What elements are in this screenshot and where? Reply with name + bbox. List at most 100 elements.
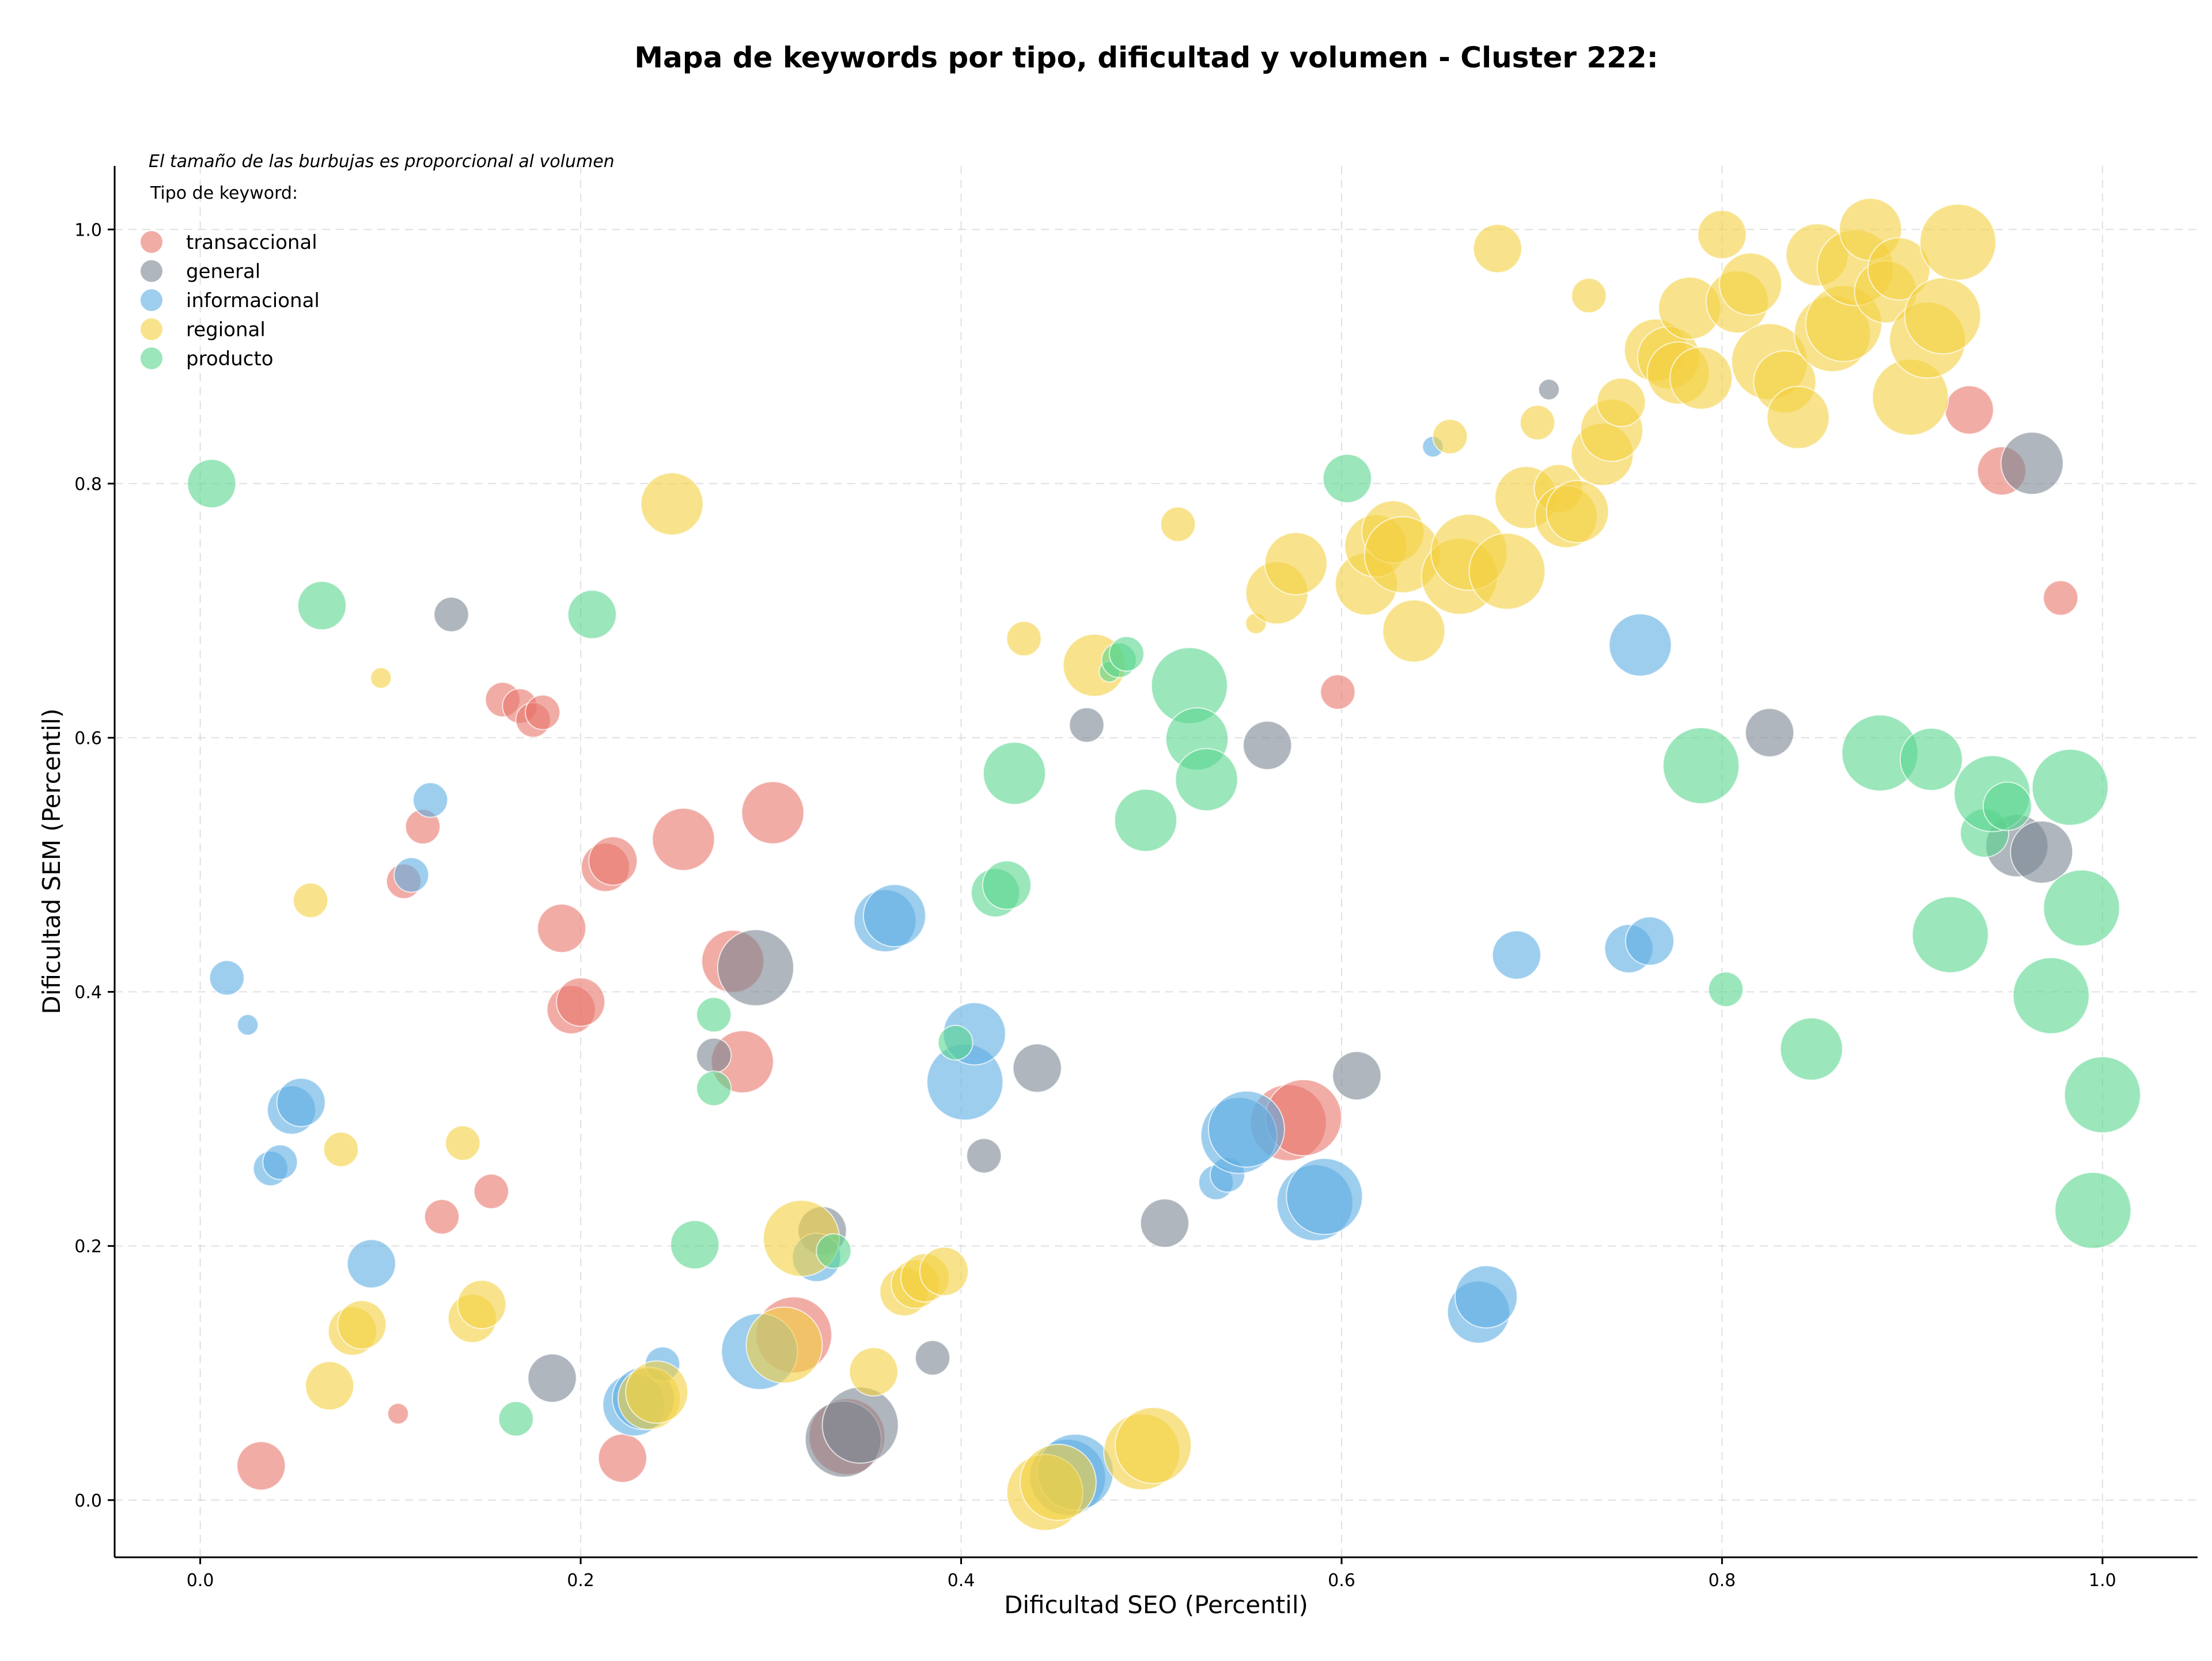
bubble-producto [982, 741, 1046, 805]
bubble-regional [1468, 532, 1546, 610]
bubble-regional [293, 882, 329, 918]
bubble-regional [1264, 532, 1328, 596]
bubble-informacional [237, 1013, 259, 1036]
bubble-producto [297, 581, 347, 631]
bubble-general [696, 1037, 732, 1073]
bubble-regional [1919, 203, 1997, 281]
bubble-informacional [393, 857, 430, 893]
bubble-regional [1596, 377, 1646, 427]
bubble-general [914, 1340, 950, 1376]
bubble-regional [1160, 506, 1196, 542]
legend-marker-regional [141, 318, 162, 340]
bubble-producto [2043, 869, 2120, 947]
bubble-regional [305, 1361, 355, 1411]
bubble-transaccional [387, 1402, 410, 1425]
bubble-producto [696, 997, 732, 1033]
bubble-transaccional [556, 977, 606, 1027]
bubble-transaccional [741, 781, 805, 845]
bubble-transaccional [1944, 385, 1994, 435]
bubble-general [2000, 432, 2064, 495]
bubble-producto [816, 1233, 852, 1269]
bubble-general [1537, 379, 1560, 401]
x-tick-label: 0.4 [948, 1571, 975, 1591]
bubble-regional [919, 1246, 969, 1296]
bubble-regional [1472, 224, 1522, 274]
bubble-general [1139, 1198, 1190, 1248]
bubble-regional [640, 472, 704, 536]
legend: transaccional general informacional regiona… [141, 231, 320, 370]
series-regional [293, 198, 1997, 1531]
bubble-general [821, 1386, 899, 1464]
bubble-producto [696, 1070, 732, 1107]
y-tick-label: 1.0 [74, 220, 102, 240]
bubble-transaccional [597, 1433, 647, 1483]
bubble-informacional [276, 1077, 326, 1127]
legend-title: Tipo de keyword: [150, 183, 298, 203]
legend-marker-producto [141, 347, 162, 369]
x-tick-label: 0.0 [187, 1571, 214, 1591]
bubble-transaccional [473, 1173, 509, 1209]
bubble-informacional [209, 960, 245, 996]
bubble-transaccional [525, 694, 561, 731]
bubble-regional [1546, 479, 1609, 543]
bubble-informacional [1207, 1090, 1285, 1168]
y-tick-label: 0.4 [74, 983, 102, 1003]
bubble-producto [1899, 727, 1963, 791]
y-tick-label: 0.6 [74, 728, 102, 748]
bubble-general [2010, 820, 2074, 884]
bubble-regional [625, 1360, 689, 1424]
y-tick-label: 0.0 [74, 1491, 102, 1511]
bubble-transaccional [537, 903, 587, 954]
bubble-informacional [1491, 930, 1541, 980]
bubble-producto [1175, 748, 1238, 812]
bubble-regional [1766, 385, 1830, 449]
bubble-regional [1904, 277, 1982, 355]
bubble-producto [2054, 1171, 2132, 1249]
bubble-regional [457, 1280, 507, 1330]
bubble-producto [1911, 896, 1989, 974]
bubble-transaccional [588, 836, 638, 886]
axis-ticks: 0.0 0.2 0.4 0.6 0.8 1.0 0.0 0.2 0.4 0.6 0.8 1.0 [74, 220, 2116, 1591]
y-axis-label: Dificultad SEM (Percentil) [37, 709, 66, 1015]
bubble-transaccional [236, 1441, 286, 1491]
bubble-general [717, 929, 794, 1007]
legend-label-producto: producto [186, 347, 274, 370]
x-tick-label: 0.2 [567, 1571, 594, 1591]
bubble-producto [982, 860, 1032, 910]
bubble-transaccional [423, 1198, 460, 1235]
bubble-regional [1571, 277, 1607, 313]
bubble-regional [323, 1132, 359, 1168]
bubble-producto [670, 1220, 720, 1270]
bubble-general [527, 1353, 577, 1403]
bubble-regional [1669, 346, 1733, 410]
bubble-producto [1113, 788, 1177, 852]
bubble-regional [445, 1125, 481, 1161]
bubble-producto [2063, 1056, 2141, 1134]
bubble-producto [1322, 453, 1372, 504]
bubble-general [1069, 707, 1105, 743]
bubble-regional [849, 1347, 899, 1397]
bubble-producto [1108, 635, 1145, 672]
bubble-regional [1718, 252, 1782, 316]
bubble-producto [937, 1024, 974, 1061]
bubble-informacional [862, 884, 926, 948]
bubble-producto [1779, 1017, 1843, 1081]
legend-label-regional: regional [186, 319, 266, 342]
legend-marker-transaccional [141, 231, 162, 253]
chart-title: Mapa de keywords por tipo, dificultad y … [634, 41, 1658, 74]
bubble-producto [1708, 971, 1744, 1008]
bubble-regional [1115, 1406, 1192, 1484]
legend-label-transaccional: transaccional [186, 231, 317, 254]
bubble-regional [1382, 599, 1446, 663]
bubble-transaccional [2043, 580, 2079, 616]
legend-marker-general [141, 260, 162, 282]
bubble-producto [187, 459, 237, 509]
legend-marker-informacional [141, 289, 162, 311]
bubble-informacional [346, 1239, 396, 1289]
bubble-regional [337, 1300, 387, 1350]
y-tick-label: 0.2 [74, 1237, 102, 1257]
bubble-producto [2031, 748, 2109, 826]
bubble-regional [1006, 620, 1042, 657]
bubble-size-note: El tamaño de las burbujas es proporciona… [149, 152, 615, 172]
